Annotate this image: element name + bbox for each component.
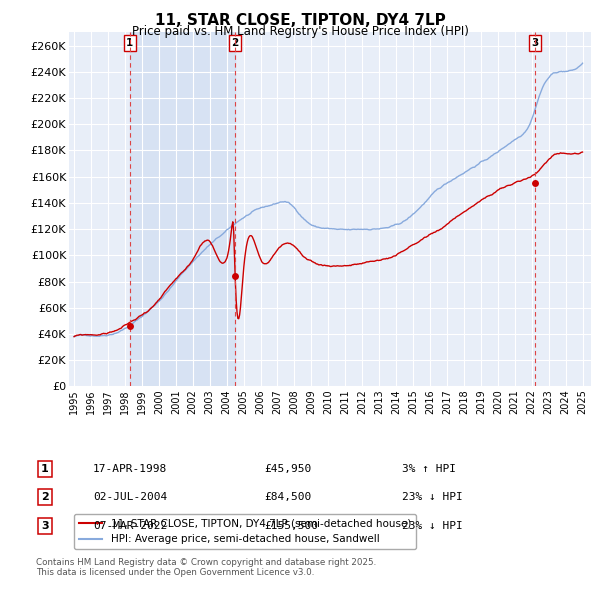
Text: 02-JUL-2004: 02-JUL-2004 [93,493,167,502]
Text: Contains HM Land Registry data © Crown copyright and database right 2025.
This d: Contains HM Land Registry data © Crown c… [36,558,376,577]
Text: 3: 3 [531,38,538,48]
Text: 1: 1 [41,464,49,474]
Text: Price paid vs. HM Land Registry's House Price Index (HPI): Price paid vs. HM Land Registry's House … [131,25,469,38]
Text: 3% ↑ HPI: 3% ↑ HPI [402,464,456,474]
Text: 2: 2 [232,38,239,48]
Text: £84,500: £84,500 [264,493,311,502]
Text: 3: 3 [41,521,49,530]
Text: £155,500: £155,500 [264,521,318,530]
Bar [130,32,235,386]
Text: 23% ↓ HPI: 23% ↓ HPI [402,493,463,502]
Text: £45,950: £45,950 [264,464,311,474]
Text: 1: 1 [126,38,133,48]
Text: 23% ↓ HPI: 23% ↓ HPI [402,521,463,530]
Text: 11, STAR CLOSE, TIPTON, DY4 7LP: 11, STAR CLOSE, TIPTON, DY4 7LP [155,13,445,28]
Text: 2: 2 [41,493,49,502]
Legend: 11, STAR CLOSE, TIPTON, DY4 7LP (semi-detached house), HPI: Average price, semi-: 11, STAR CLOSE, TIPTON, DY4 7LP (semi-de… [74,514,416,549]
Text: 07-MAR-2022: 07-MAR-2022 [93,521,167,530]
Text: 17-APR-1998: 17-APR-1998 [93,464,167,474]
